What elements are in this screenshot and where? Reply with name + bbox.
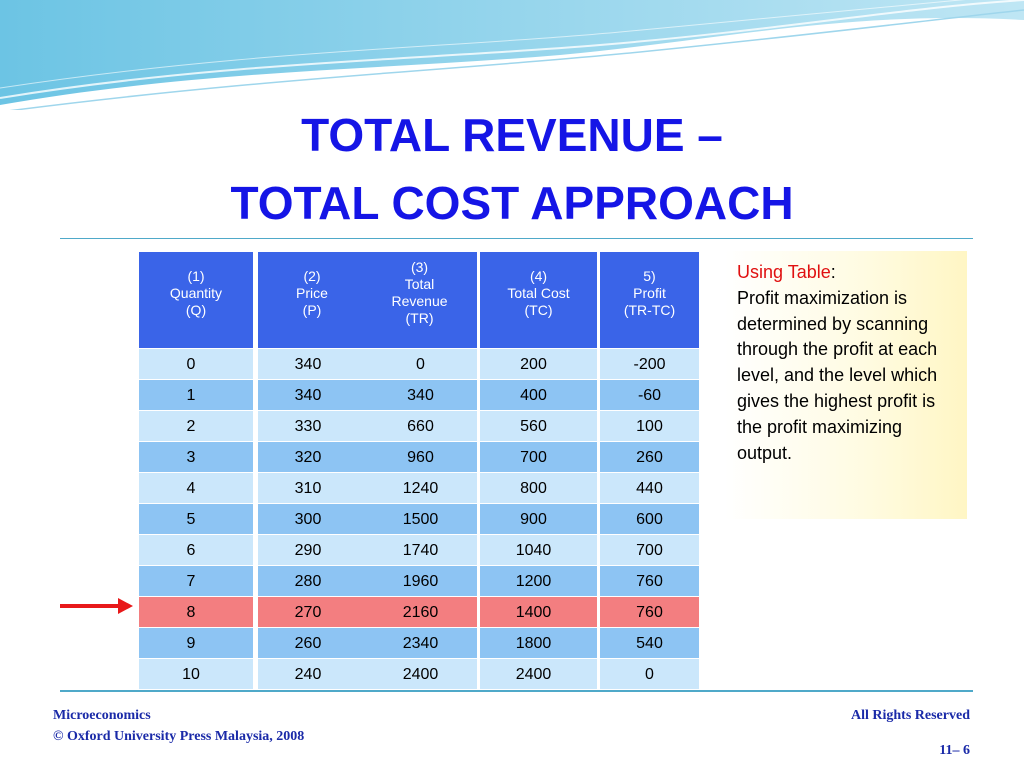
slide-number: 11– 6 [939,743,970,758]
header-line: Quantity [169,284,223,301]
table-cell-total-cost: 1040 [480,534,597,565]
table-cell-total-revenue: 1740 [362,534,477,565]
table-cell-profit: 760 [600,596,699,627]
header-total-revenue: (3) Total Revenue (TR) [362,252,477,348]
note-body: Profit maximization is determined by sca… [737,287,938,463]
table-cell-total-revenue: 2340 [362,627,477,658]
header-price: (2) Price (P) [258,252,366,348]
table-cell-price: 270 [258,596,366,627]
header-line: Profit [633,284,666,301]
title-divider [60,238,973,239]
table-cell-price: 260 [258,627,366,658]
header-line: (4) [529,267,548,284]
table-cell-total-revenue: 1960 [362,565,477,596]
table-cell-profit: 260 [600,441,699,472]
header-line: (TR-TC) [623,301,676,318]
table-cell-total-cost: 1400 [480,596,597,627]
column-price: (2) Price (P) 340 340 330 320 310 300 290 280 270 26… [258,252,366,689]
note-title-colon: : [830,262,836,282]
table-cell-price: 280 [258,565,366,596]
table-cell-profit: 600 [600,503,699,534]
table-cell-total-revenue: 1500 [362,503,477,534]
table-cell-profit: 440 [600,472,699,503]
table-cell-total-revenue: 0 [362,348,477,379]
footer-course: Microeconomics [53,708,151,723]
table-cell-total-cost: 1800 [480,627,597,658]
header-line: 5) [643,267,656,284]
header-line: (1) [187,267,205,284]
explanation-box: Using Table: Profit maximization is dete… [725,251,967,519]
slide-title-line1: TOTAL REVENUE – [301,109,723,161]
header-line: (TC) [524,301,553,318]
header-line: Price [296,284,328,301]
header-profit: 5) Profit (TR-TC) [600,252,699,348]
header-line: Total Cost [507,284,570,301]
header-line: (TR) [405,310,434,326]
decorative-wave-header [0,0,1024,110]
table-cell-total-revenue: 960 [362,441,477,472]
table-cell-total-revenue: 1240 [362,472,477,503]
header-line: (2) [303,267,321,284]
table-cell-profit: -60 [600,379,699,410]
table-cell-quantity: 8 [139,596,253,627]
table-cell-total-cost: 700 [480,441,597,472]
table-cell-total-cost: 200 [480,348,597,379]
header-line: Revenue [391,293,448,309]
table-cell-quantity: 2 [139,410,253,441]
column-total-cost: (4) Total Cost (TC) 200 400 560 700 800 900 1040 1… [480,252,597,689]
header-line: (P) [302,301,322,318]
table-cell-total-revenue: 2160 [362,596,477,627]
table-cell-profit: 760 [600,565,699,596]
table-cell-quantity: 3 [139,441,253,472]
column-profit: 5) Profit (TR-TC) -200 -60 100 260 440 600 700 760… [600,252,699,689]
table-cell-price: 310 [258,472,366,503]
table-cell-total-cost: 560 [480,410,597,441]
footer-divider [60,690,973,692]
header-quantity: (1) Quantity (Q) [139,252,253,348]
table-cell-quantity: 10 [139,658,253,689]
table-cell-price: 330 [258,410,366,441]
table-cell-profit: 540 [600,627,699,658]
table-cell-profit: 700 [600,534,699,565]
table-cell-quantity: 4 [139,472,253,503]
table-cell-total-cost: 900 [480,503,597,534]
table-cell-price: 340 [258,348,366,379]
table-cell-quantity: 0 [139,348,253,379]
table-cell-total-revenue: 2400 [362,658,477,689]
table-cell-quantity: 1 [139,379,253,410]
header-line: (3) [410,259,429,275]
table-cell-price: 320 [258,441,366,472]
column-total-revenue: (3) Total Revenue (TR) 0 340 660 960 1240 1500 174… [362,252,477,689]
table-cell-price: 290 [258,534,366,565]
table-cell-quantity: 6 [139,534,253,565]
table-cell-profit: 0 [600,658,699,689]
table-cell-profit: -200 [600,348,699,379]
table-cell-total-revenue: 340 [362,379,477,410]
table-cell-total-revenue: 660 [362,410,477,441]
header-line: (Q) [185,301,207,318]
table-cell-price: 300 [258,503,366,534]
table-cell-quantity: 9 [139,627,253,658]
table-cell-total-cost: 400 [480,379,597,410]
table-cell-total-cost: 800 [480,472,597,503]
table-cell-total-cost: 2400 [480,658,597,689]
table-cell-quantity: 5 [139,503,253,534]
table-cell-price: 240 [258,658,366,689]
note-title: Using Table [737,262,831,282]
table-cell-profit: 100 [600,410,699,441]
slide-title-line2: TOTAL COST APPROACH [230,177,794,229]
header-line: Total [404,276,435,292]
table-cell-total-cost: 1200 [480,565,597,596]
footer-rights: All Rights Reserved [851,708,970,723]
red-arrow-right-icon [60,598,133,614]
table-cell-quantity: 7 [139,565,253,596]
footer-copyright: © Oxford University Press Malaysia, 2008 [53,729,305,744]
table-cell-price: 340 [258,379,366,410]
column-quantity: (1) Quantity (Q) 0 1 2 3 4 5 6 7 8 9 10 [139,252,253,689]
header-total-cost: (4) Total Cost (TC) [480,252,597,348]
